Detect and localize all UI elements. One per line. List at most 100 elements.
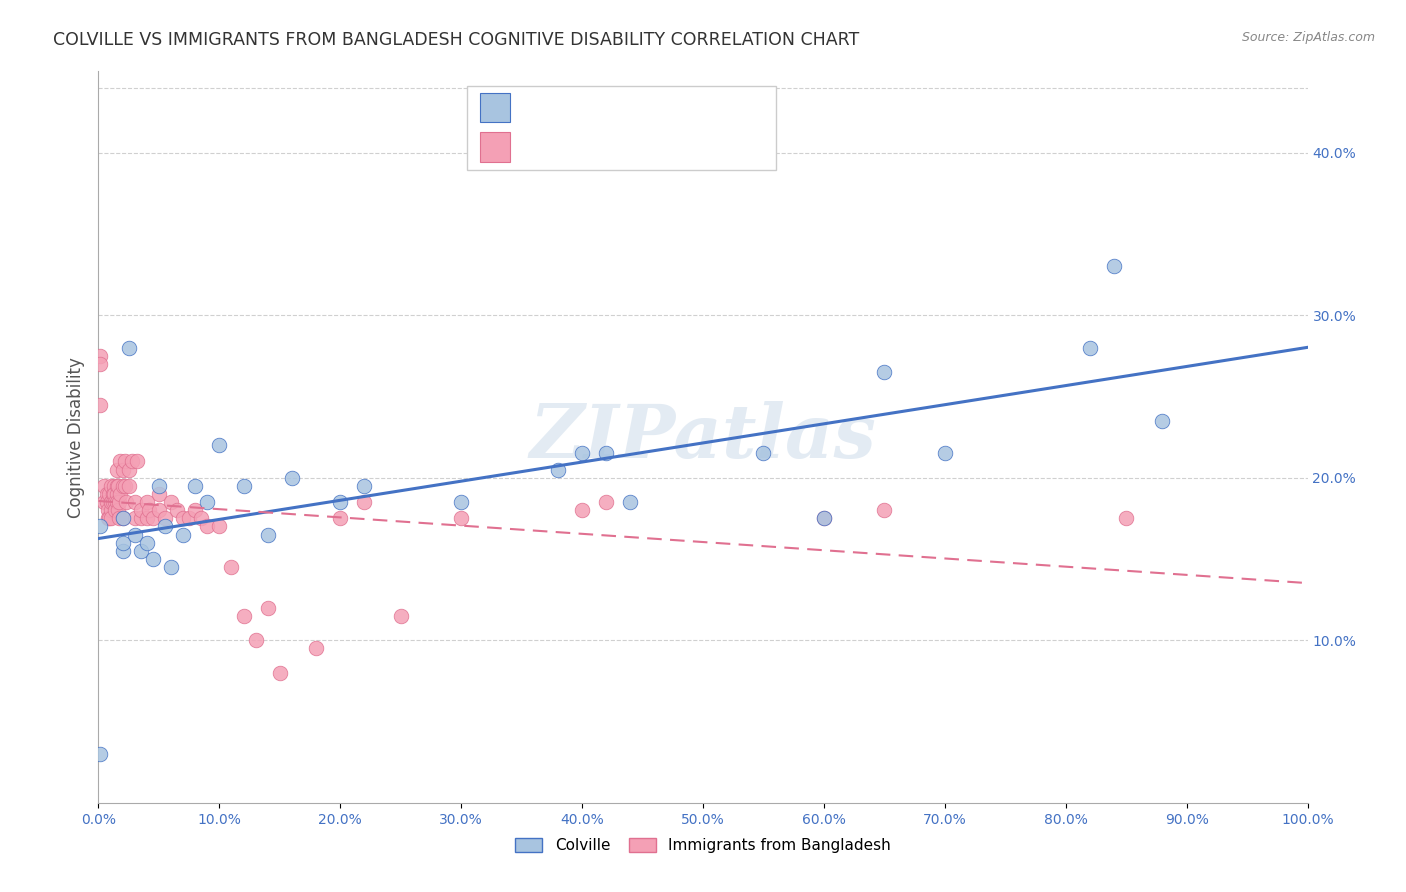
- Point: [124, 527, 146, 541]
- Point: [329, 511, 352, 525]
- Point: [100, 479, 122, 493]
- Point: [547, 462, 569, 476]
- Point: [873, 365, 896, 379]
- Point: [89, 349, 111, 363]
- Point: [107, 479, 129, 493]
- Point: [118, 479, 141, 493]
- Point: [221, 560, 243, 574]
- Point: [111, 544, 134, 558]
- Point: [172, 511, 194, 525]
- Point: [571, 446, 593, 460]
- Point: [89, 519, 111, 533]
- Point: [256, 527, 278, 541]
- Point: [934, 446, 956, 460]
- Point: [105, 479, 128, 493]
- Point: [108, 487, 131, 501]
- Point: [329, 495, 352, 509]
- Point: [135, 535, 157, 549]
- Point: [97, 511, 120, 525]
- Point: [153, 519, 176, 533]
- Point: [97, 503, 120, 517]
- Point: [100, 511, 122, 525]
- Point: [142, 552, 165, 566]
- Point: [105, 487, 128, 501]
- Point: [305, 641, 328, 656]
- Point: [208, 438, 231, 452]
- Point: [100, 495, 122, 509]
- Point: [232, 479, 254, 493]
- Point: [595, 495, 617, 509]
- Point: [124, 511, 146, 525]
- Point: [108, 511, 131, 525]
- Point: [148, 487, 170, 501]
- Point: [101, 495, 124, 509]
- Point: [1078, 341, 1101, 355]
- Point: [256, 600, 278, 615]
- Legend: Colville, Immigrants from Bangladesh: Colville, Immigrants from Bangladesh: [508, 830, 898, 861]
- Y-axis label: Cognitive Disability: Cognitive Disability: [66, 357, 84, 517]
- Point: [179, 511, 201, 525]
- Point: [1152, 414, 1174, 428]
- Point: [389, 608, 412, 623]
- Point: [148, 503, 170, 517]
- Point: [111, 535, 134, 549]
- Point: [813, 511, 835, 525]
- Text: COLVILLE VS IMMIGRANTS FROM BANGLADESH COGNITIVE DISABILITY CORRELATION CHART: COLVILLE VS IMMIGRANTS FROM BANGLADESH C…: [53, 31, 859, 49]
- Point: [129, 503, 152, 517]
- Point: [115, 495, 138, 509]
- Point: [118, 341, 141, 355]
- Point: [135, 495, 157, 509]
- Point: [142, 511, 165, 525]
- Point: [450, 511, 472, 525]
- Point: [353, 495, 375, 509]
- Point: [118, 462, 141, 476]
- Point: [93, 495, 115, 509]
- Point: [752, 446, 775, 460]
- Point: [813, 511, 835, 525]
- Point: [108, 495, 131, 509]
- Point: [111, 511, 134, 525]
- Point: [89, 747, 111, 761]
- Point: [160, 495, 183, 509]
- Text: ZIPatlas: ZIPatlas: [530, 401, 876, 474]
- Point: [121, 454, 143, 468]
- Point: [89, 398, 111, 412]
- Point: [172, 527, 194, 541]
- Point: [148, 479, 170, 493]
- Text: Source: ZipAtlas.com: Source: ZipAtlas.com: [1241, 31, 1375, 45]
- Point: [103, 487, 125, 501]
- Point: [450, 495, 472, 509]
- Point: [96, 487, 118, 501]
- Point: [138, 503, 160, 517]
- Point: [1115, 511, 1137, 525]
- Point: [103, 479, 125, 493]
- Point: [1102, 260, 1125, 274]
- Point: [873, 503, 896, 517]
- Point: [100, 495, 122, 509]
- Point: [571, 503, 593, 517]
- Point: [104, 503, 127, 517]
- Point: [104, 495, 127, 509]
- Point: [160, 560, 183, 574]
- Point: [208, 519, 231, 533]
- Point: [96, 495, 118, 509]
- Point: [269, 665, 291, 680]
- Point: [595, 446, 617, 460]
- Point: [111, 511, 134, 525]
- Point: [124, 495, 146, 509]
- Point: [111, 479, 134, 493]
- Point: [107, 503, 129, 517]
- Point: [114, 479, 136, 493]
- Point: [195, 495, 218, 509]
- Point: [190, 511, 212, 525]
- Point: [105, 462, 128, 476]
- Point: [166, 503, 188, 517]
- Point: [129, 544, 152, 558]
- Point: [108, 454, 131, 468]
- Point: [114, 454, 136, 468]
- Point: [353, 479, 375, 493]
- Point: [619, 495, 641, 509]
- Point: [232, 608, 254, 623]
- Point: [98, 511, 121, 525]
- Point: [127, 454, 149, 468]
